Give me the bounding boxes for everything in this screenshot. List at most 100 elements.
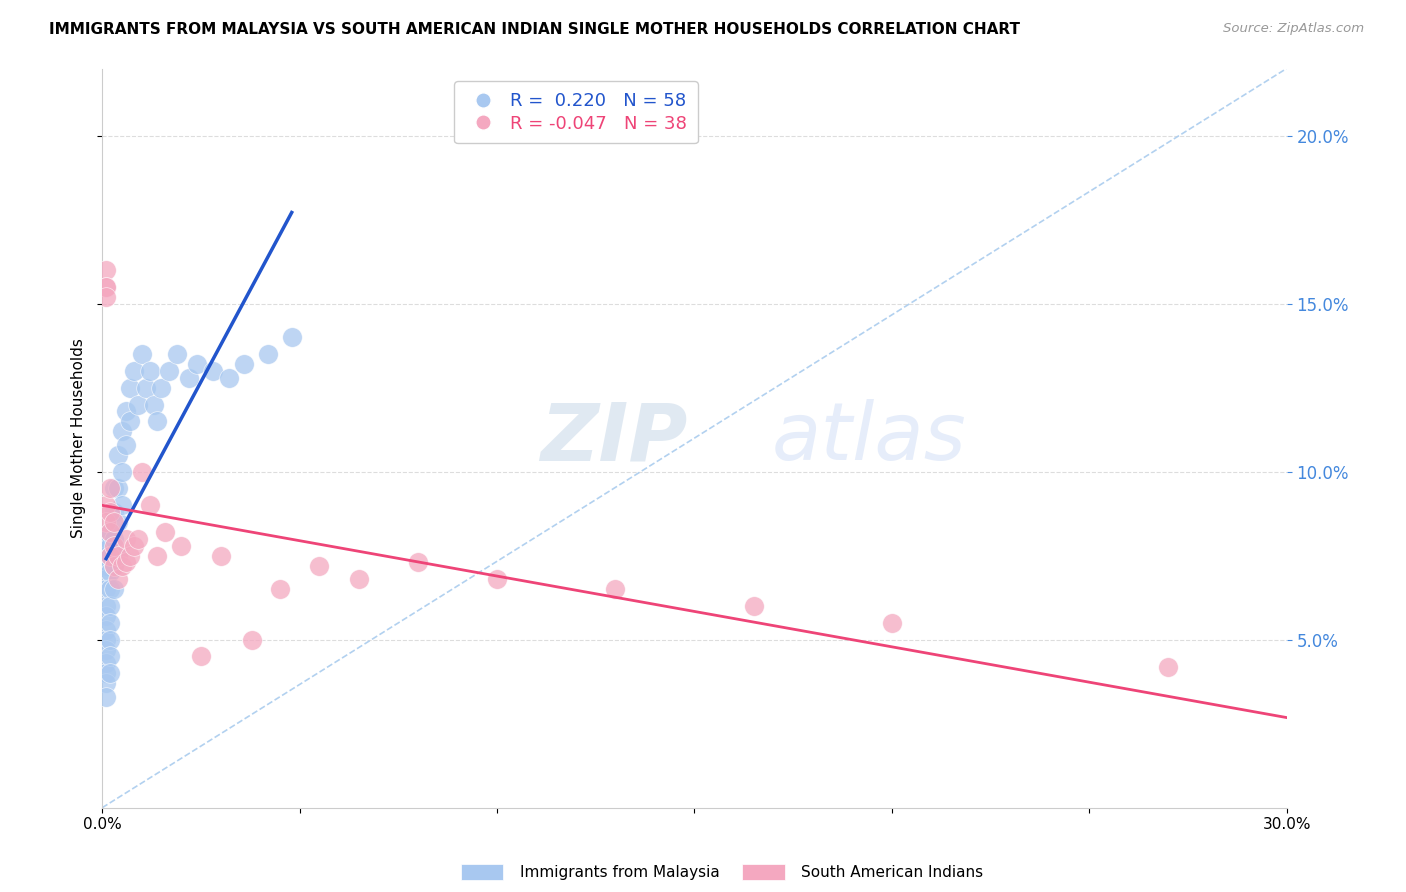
Legend: R =  0.220   N = 58, R = -0.047   N = 38: R = 0.220 N = 58, R = -0.047 N = 38: [454, 81, 697, 144]
Point: [98, 482, 121, 496]
Point: [98, 539, 121, 553]
Point: [103, 558, 125, 573]
Point: [280, 330, 302, 344]
Point: [118, 549, 141, 563]
Point: [111, 558, 134, 573]
Text: atlas: atlas: [772, 399, 966, 477]
Point: [742, 599, 765, 613]
Point: [131, 465, 153, 479]
Point: [98, 649, 121, 664]
Point: [98, 582, 121, 597]
Point: [96, 263, 118, 277]
Text: Immigrants from Malaysia: Immigrants from Malaysia: [520, 865, 720, 880]
Point: [111, 498, 134, 512]
Point: [96, 642, 118, 657]
Point: [98, 525, 121, 540]
Point: [115, 404, 138, 418]
Point: [96, 609, 118, 624]
Point: [131, 347, 153, 361]
Point: [347, 572, 370, 586]
Point: [96, 599, 118, 613]
Point: [96, 290, 118, 304]
Point: [96, 532, 118, 546]
Point: [308, 558, 330, 573]
Point: [115, 532, 138, 546]
Point: [98, 505, 121, 519]
Point: [107, 549, 129, 563]
Point: [118, 414, 141, 428]
Point: [96, 558, 118, 573]
Point: [107, 448, 129, 462]
Point: [209, 549, 232, 563]
Point: [111, 425, 134, 439]
Point: [107, 549, 129, 563]
Point: [233, 357, 256, 371]
Text: IMMIGRANTS FROM MALAYSIA VS SOUTH AMERICAN INDIAN SINGLE MOTHER HOUSEHOLDS CORRE: IMMIGRANTS FROM MALAYSIA VS SOUTH AMERIC…: [49, 22, 1021, 37]
Point: [96, 572, 118, 586]
Point: [406, 556, 429, 570]
Point: [96, 539, 118, 553]
Point: [1157, 659, 1180, 673]
Point: [96, 280, 118, 294]
Point: [127, 397, 149, 411]
Point: [166, 347, 188, 361]
Point: [98, 666, 121, 681]
Text: ZIP: ZIP: [540, 399, 688, 477]
Point: [96, 690, 118, 704]
Point: [96, 280, 118, 294]
Point: [103, 582, 125, 597]
Point: [155, 525, 177, 540]
Point: [96, 676, 118, 690]
Point: [98, 549, 121, 563]
Point: [103, 505, 125, 519]
Point: [157, 364, 180, 378]
Point: [142, 397, 165, 411]
Point: [96, 657, 118, 671]
Point: [118, 381, 141, 395]
Point: [98, 599, 121, 613]
Point: [115, 438, 138, 452]
Point: [107, 482, 129, 496]
Point: [96, 623, 118, 637]
Point: [98, 632, 121, 647]
Point: [103, 532, 125, 546]
Point: [138, 498, 160, 512]
Point: [103, 515, 125, 529]
Point: [135, 381, 157, 395]
Point: [170, 539, 193, 553]
Y-axis label: Single Mother Households: Single Mother Households: [72, 338, 86, 538]
Point: [257, 347, 280, 361]
Text: South American Indians: South American Indians: [801, 865, 984, 880]
Point: [98, 615, 121, 630]
Point: [138, 364, 160, 378]
Point: [150, 381, 173, 395]
Point: [146, 549, 169, 563]
Point: [96, 549, 118, 563]
Point: [605, 582, 627, 597]
Point: [122, 539, 145, 553]
Point: [485, 572, 508, 586]
Point: [98, 549, 121, 563]
Point: [122, 364, 145, 378]
Point: [269, 582, 291, 597]
Point: [127, 532, 149, 546]
Point: [103, 558, 125, 573]
Point: [115, 556, 138, 570]
Point: [98, 525, 121, 540]
Point: [96, 666, 118, 681]
Point: [107, 572, 129, 586]
Point: [177, 370, 200, 384]
Point: [880, 615, 903, 630]
Point: [111, 465, 134, 479]
Point: [96, 632, 118, 647]
Point: [96, 515, 118, 529]
Point: [98, 566, 121, 580]
Point: [96, 582, 118, 597]
Point: [186, 357, 208, 371]
Point: [201, 364, 224, 378]
Point: [107, 515, 129, 529]
Point: [240, 632, 263, 647]
Point: [218, 370, 240, 384]
Point: [190, 649, 212, 664]
Text: Source: ZipAtlas.com: Source: ZipAtlas.com: [1223, 22, 1364, 36]
